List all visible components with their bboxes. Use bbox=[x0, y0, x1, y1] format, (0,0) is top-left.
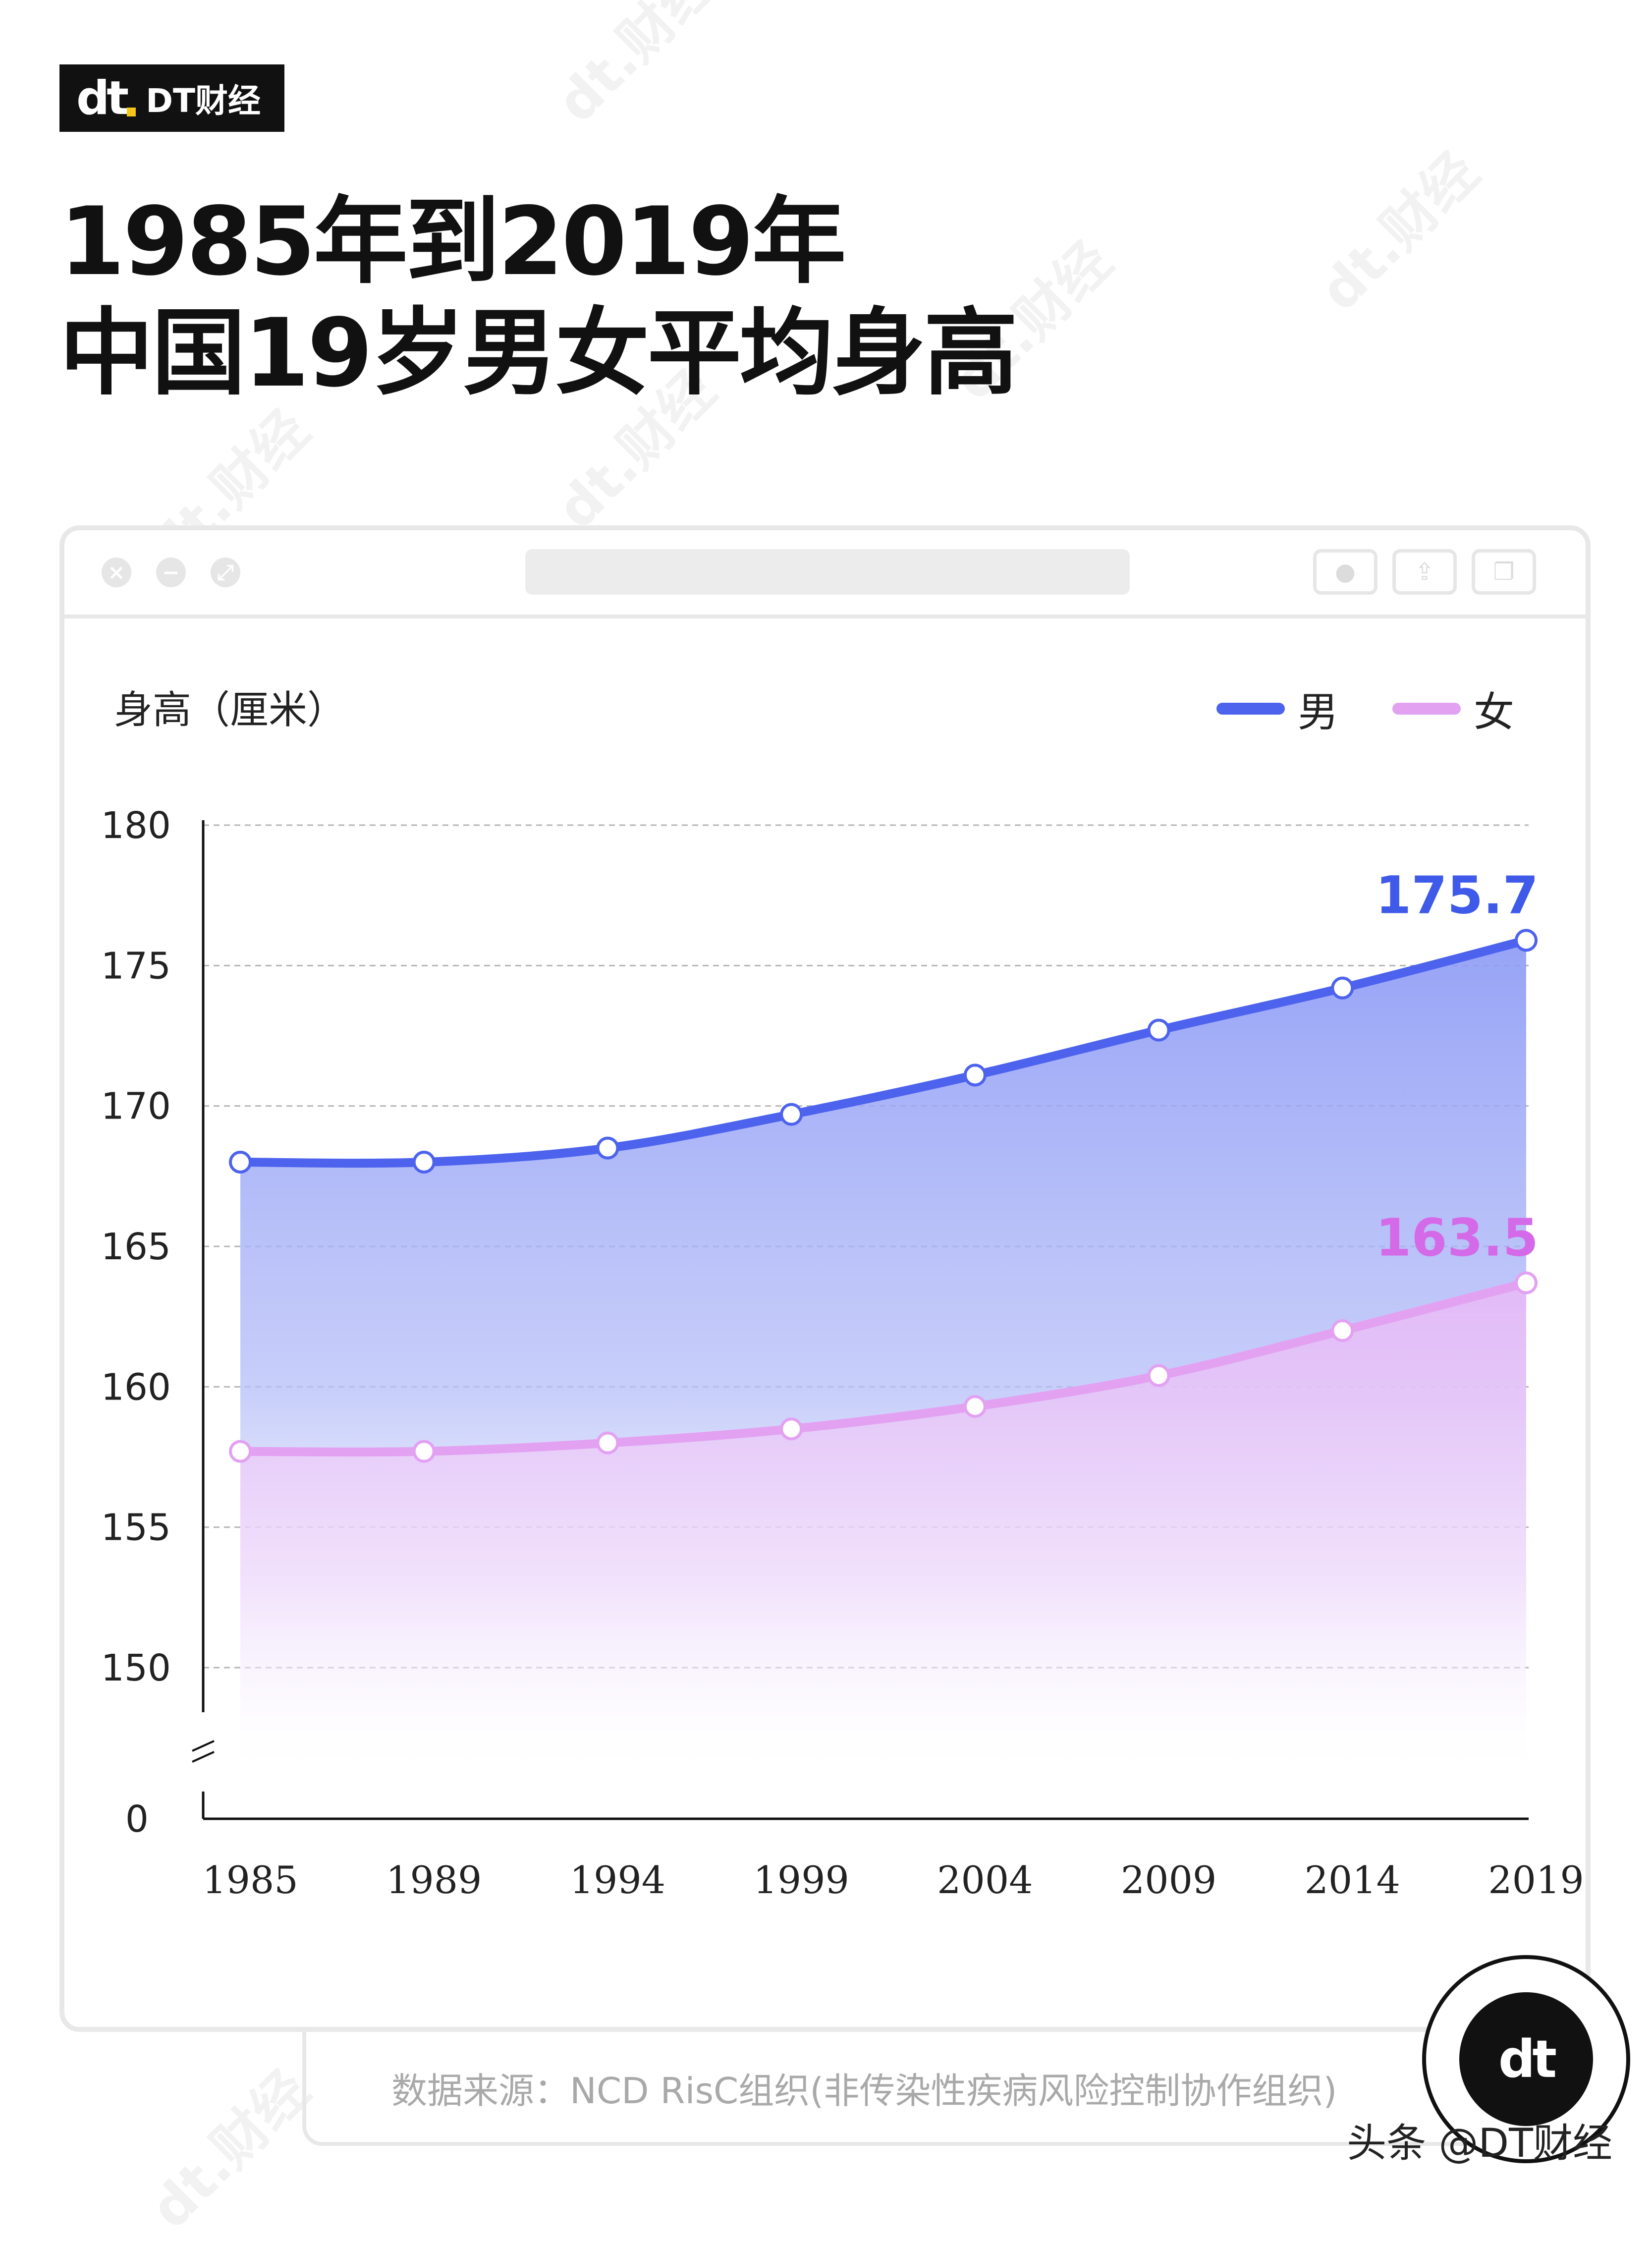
minimize-icon[interactable]: − bbox=[156, 558, 186, 587]
point-female bbox=[1147, 1364, 1170, 1387]
legend-male: 男 bbox=[1216, 679, 1338, 738]
x-tick-label: 1989 bbox=[386, 1858, 482, 1902]
record-icon[interactable]: ● bbox=[1313, 549, 1377, 595]
axis-break-mark bbox=[192, 1751, 215, 1763]
data-source: 数据来源：NCD RisC组织(非传染性疾病风险控制协作组织) bbox=[391, 2070, 1337, 2112]
brand-mark: dt bbox=[76, 71, 136, 125]
y-tick-label: 150 bbox=[101, 1647, 171, 1689]
y-tick-label: 160 bbox=[101, 1366, 171, 1408]
axis-break-mark bbox=[192, 1740, 215, 1752]
maximize-icon[interactable]: ⤢ bbox=[211, 558, 240, 587]
brand-name: DT财经 bbox=[146, 82, 261, 120]
y-zero-label: 0 bbox=[125, 1798, 149, 1841]
page-title: 1985年到2019年 中国19岁男女平均身高 bbox=[59, 186, 1018, 409]
end-label-female: 163.5 bbox=[1376, 1208, 1539, 1268]
close-icon[interactable]: × bbox=[102, 558, 131, 587]
point-female bbox=[780, 1417, 803, 1441]
y-tick-label: 180 bbox=[101, 804, 171, 847]
y-axis-title: 身高（厘米） bbox=[114, 688, 346, 732]
legend-female: 女 bbox=[1392, 679, 1514, 738]
y-tick-label: 155 bbox=[101, 1507, 171, 1549]
point-male bbox=[780, 1103, 803, 1126]
x-tick-label: 2014 bbox=[1305, 1858, 1400, 1902]
x-tick-label: 2019 bbox=[1488, 1858, 1584, 1902]
point-male bbox=[1331, 976, 1354, 1000]
point-female bbox=[596, 1431, 619, 1455]
share-icon[interactable]: ⇪ bbox=[1392, 549, 1457, 595]
x-tick-label: 2004 bbox=[937, 1858, 1033, 1902]
point-female bbox=[963, 1395, 987, 1418]
title-line-1: 1985年到2019年 bbox=[59, 187, 846, 296]
y-tick-label: 175 bbox=[101, 945, 171, 987]
area-female bbox=[240, 1283, 1526, 1769]
legend-female-label: 女 bbox=[1474, 689, 1515, 736]
point-male bbox=[1147, 1018, 1170, 1042]
legend-female-swatch bbox=[1392, 702, 1461, 715]
legend-male-swatch bbox=[1216, 702, 1285, 715]
x-tick-label: 1999 bbox=[753, 1858, 849, 1902]
point-male bbox=[1515, 929, 1538, 952]
footer-brand: 头条 @DT财经 bbox=[1347, 2120, 1612, 2166]
brand-logo: dt DT财经 bbox=[59, 64, 284, 132]
window-titlebar: × − ⤢ ● ⇪ ❐ bbox=[64, 530, 1586, 618]
y-tick-label: 170 bbox=[101, 1085, 171, 1128]
point-male bbox=[229, 1151, 252, 1174]
point-female bbox=[1515, 1271, 1538, 1294]
point-male bbox=[596, 1136, 619, 1160]
x-tick-label: 2009 bbox=[1121, 1858, 1216, 1902]
x-tick-label: 1994 bbox=[570, 1858, 665, 1902]
x-tick-label: 1985 bbox=[202, 1858, 298, 1902]
end-label-male: 175.7 bbox=[1376, 865, 1539, 925]
copy-icon[interactable]: ❐ bbox=[1472, 549, 1536, 595]
point-male bbox=[412, 1151, 436, 1174]
brand-badge: dt bbox=[1422, 1955, 1630, 2163]
legend-male-label: 男 bbox=[1298, 689, 1339, 736]
point-female bbox=[1331, 1319, 1354, 1342]
line-male bbox=[236, 936, 1531, 1168]
brand-badge-mark: dt bbox=[1459, 1992, 1593, 2126]
line-female bbox=[236, 1278, 1531, 1457]
point-male bbox=[963, 1064, 987, 1087]
address-bar[interactable] bbox=[525, 549, 1130, 595]
point-female bbox=[412, 1440, 436, 1463]
title-line-2: 中国19岁男女平均身高 bbox=[59, 298, 1018, 408]
y-tick-label: 165 bbox=[101, 1226, 171, 1268]
point-female bbox=[229, 1440, 252, 1463]
